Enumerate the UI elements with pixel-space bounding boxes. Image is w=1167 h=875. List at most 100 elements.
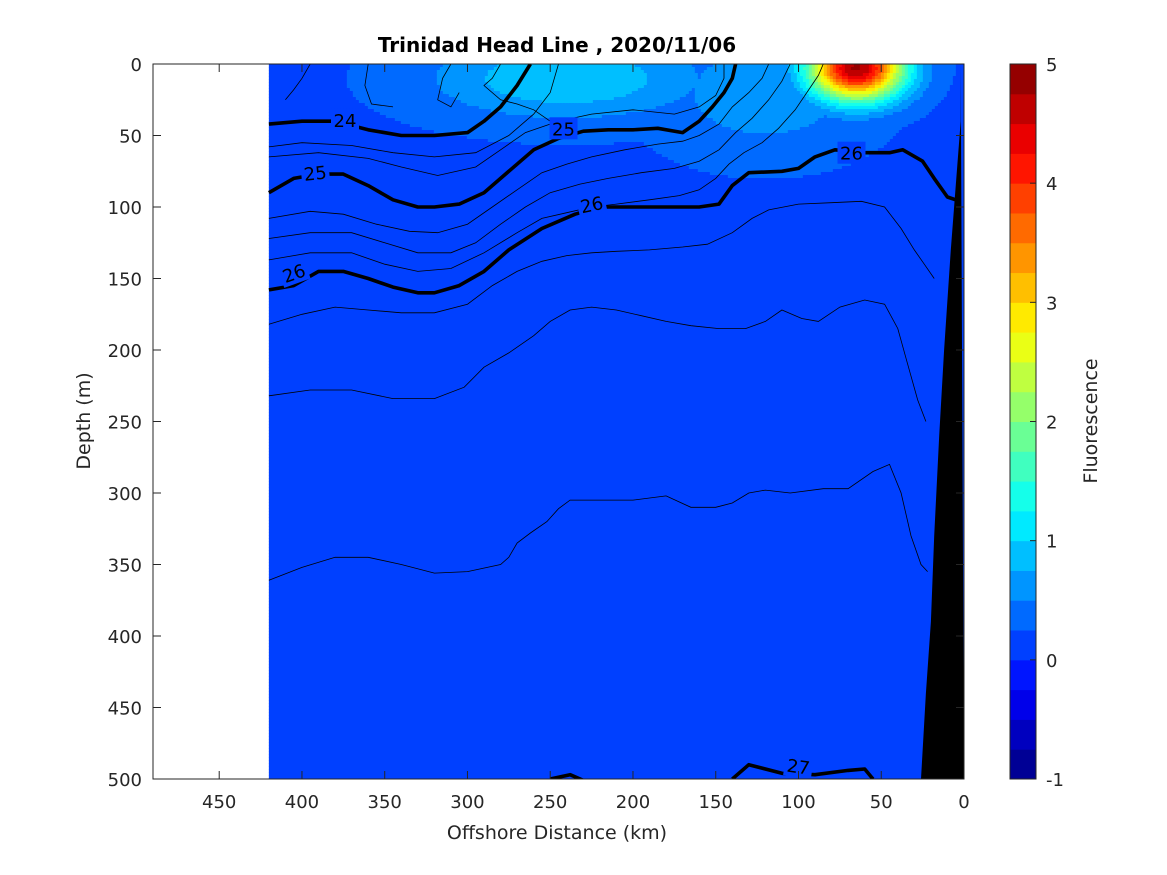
- heatmap-cell: [296, 457, 299, 460]
- heatmap-cell: [278, 217, 281, 220]
- heatmap-cell: [296, 613, 299, 616]
- heatmap-cell: [305, 610, 308, 613]
- heatmap-cell: [311, 370, 314, 373]
- heatmap-cell: [323, 106, 326, 109]
- heatmap-cell: [302, 652, 305, 655]
- heatmap-cell: [305, 382, 308, 385]
- heatmap-cell: [290, 376, 293, 379]
- heatmap-cell: [284, 523, 287, 526]
- heatmap-cell: [308, 472, 311, 475]
- heatmap-cell: [314, 481, 317, 484]
- heatmap-cell: [314, 670, 317, 673]
- heatmap-cell: [302, 679, 305, 682]
- heatmap-cell: [296, 223, 299, 226]
- heatmap-cell: [272, 649, 275, 652]
- heatmap-cell: [278, 493, 281, 496]
- heatmap-cell: [278, 526, 281, 529]
- heatmap-cell: [314, 295, 317, 298]
- heatmap-cell: [317, 262, 320, 265]
- heatmap-cell: [320, 229, 323, 232]
- heatmap-cell: [317, 376, 320, 379]
- heatmap-cell: [323, 487, 326, 490]
- heatmap-cell: [314, 667, 317, 670]
- heatmap-cell: [320, 643, 323, 646]
- heatmap-cell: [302, 592, 305, 595]
- heatmap-cell: [296, 496, 299, 499]
- heatmap-cell: [320, 274, 323, 277]
- heatmap-cell: [305, 655, 308, 658]
- heatmap-cell: [269, 667, 272, 670]
- heatmap-cell: [305, 400, 308, 403]
- heatmap-cell: [314, 415, 317, 418]
- heatmap-cell: [305, 214, 308, 217]
- heatmap-cell: [308, 589, 311, 592]
- heatmap-cell: [317, 637, 320, 640]
- heatmap-cell: [317, 619, 320, 622]
- heatmap-cell: [296, 739, 299, 742]
- heatmap-cell: [320, 727, 323, 730]
- heatmap-cell: [320, 157, 323, 160]
- heatmap-cell: [287, 517, 290, 520]
- heatmap-cell: [287, 421, 290, 424]
- heatmap-cell: [311, 82, 314, 85]
- heatmap-cell: [290, 328, 293, 331]
- heatmap-cell: [305, 634, 308, 637]
- heatmap-cell: [293, 64, 296, 67]
- heatmap-cell: [302, 589, 305, 592]
- heatmap-cell: [320, 490, 323, 493]
- heatmap-cell: [305, 493, 308, 496]
- heatmap-cell: [305, 304, 308, 307]
- heatmap-cell: [269, 373, 272, 376]
- heatmap-cell: [305, 475, 308, 478]
- heatmap-cell: [287, 343, 290, 346]
- heatmap-cell: [305, 574, 308, 577]
- heatmap-cell: [281, 691, 284, 694]
- heatmap-cell: [308, 694, 311, 697]
- heatmap-cell: [314, 559, 317, 562]
- heatmap-cell: [290, 226, 293, 229]
- heatmap-cell: [314, 604, 317, 607]
- heatmap-cell: [311, 553, 314, 556]
- heatmap-cell: [272, 334, 275, 337]
- heatmap-cell: [305, 460, 308, 463]
- heatmap-cell: [308, 487, 311, 490]
- heatmap-cell: [272, 130, 275, 133]
- heatmap-cell: [323, 370, 326, 373]
- heatmap-cell: [272, 310, 275, 313]
- heatmap-cell: [323, 100, 326, 103]
- heatmap-cell: [299, 655, 302, 658]
- heatmap-cell: [287, 310, 290, 313]
- heatmap-cell: [317, 469, 320, 472]
- heatmap-cell: [317, 91, 320, 94]
- heatmap-cell: [305, 115, 308, 118]
- heatmap-cell: [323, 649, 326, 652]
- heatmap-cell: [311, 718, 314, 721]
- heatmap-cell: [281, 220, 284, 223]
- heatmap-cell: [305, 472, 308, 475]
- heatmap-cell: [311, 394, 314, 397]
- heatmap-cell: [296, 538, 299, 541]
- heatmap-cell: [293, 574, 296, 577]
- heatmap-cell: [284, 370, 287, 373]
- heatmap-cell: [302, 355, 305, 358]
- heatmap-cell: [311, 568, 314, 571]
- heatmap-cell: [311, 295, 314, 298]
- heatmap-cell: [284, 754, 287, 757]
- heatmap-cell: [302, 97, 305, 100]
- heatmap-cell: [305, 346, 308, 349]
- heatmap-cell: [305, 439, 308, 442]
- heatmap-cell: [308, 196, 311, 199]
- heatmap-cell: [308, 415, 311, 418]
- heatmap-cell: [278, 529, 281, 532]
- heatmap-cell: [287, 460, 290, 463]
- heatmap-cell: [323, 526, 326, 529]
- heatmap-cell: [296, 388, 299, 391]
- heatmap-cell: [323, 235, 326, 238]
- heatmap-cell: [311, 709, 314, 712]
- heatmap-cell: [275, 457, 278, 460]
- heatmap-cell: [302, 340, 305, 343]
- heatmap-cell: [323, 244, 326, 247]
- heatmap-cell: [275, 562, 278, 565]
- heatmap-cell: [287, 601, 290, 604]
- heatmap-cell: [287, 160, 290, 163]
